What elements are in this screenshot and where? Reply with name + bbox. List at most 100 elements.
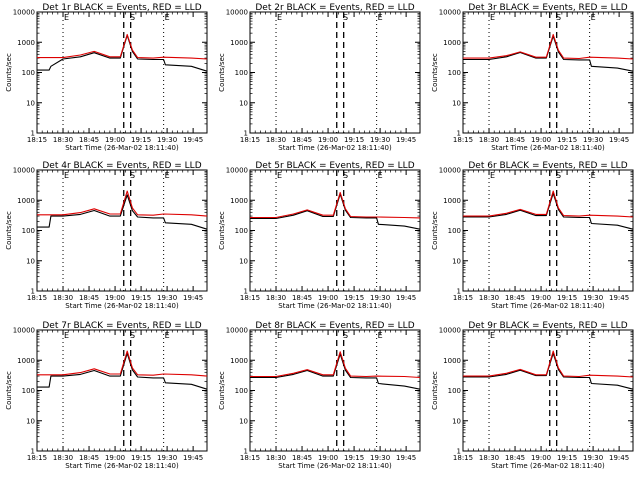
y-tick-label: 100 [235, 69, 248, 77]
y-tick-label: 10000 [439, 167, 461, 175]
lld-series-line [463, 190, 634, 218]
x-axis-label: Start Time (26-Mar-02 18:11:40) [65, 144, 179, 152]
x-tick-label: 18:30 [53, 136, 73, 144]
marker-label: E [591, 171, 596, 180]
y-tick-label: 100 [22, 387, 35, 395]
x-tick-label: 19:15 [344, 136, 364, 144]
y-tick-label: 10000 [439, 327, 461, 335]
y-tick-label: 100 [235, 387, 248, 395]
plot-frame [36, 11, 208, 134]
x-tick-label: 18:45 [79, 454, 99, 462]
x-tick-label: 19:15 [557, 454, 577, 462]
events-series-line [463, 35, 634, 72]
y-tick-label: 100 [235, 227, 248, 235]
x-tick-label: 19:45 [183, 454, 203, 462]
x-tick-label: 19:45 [183, 136, 203, 144]
marker-label: E [64, 171, 69, 180]
events-series-line [463, 192, 634, 230]
x-tick-label: 19:45 [609, 136, 629, 144]
marker-label: S [343, 171, 348, 180]
y-tick-label: 10000 [439, 9, 461, 17]
y-axis-label: Counts/sec [218, 211, 226, 250]
chart-panel-8: Det 8r BLACK = Events, RED = LLD 1 10 100 10… [218, 321, 421, 470]
x-tick-label: 19:00 [318, 294, 338, 302]
x-axis-label: Start Time (26-Mar-02 18:11:40) [491, 462, 605, 470]
plot-frame [36, 329, 208, 452]
marker-label: S [556, 331, 561, 340]
x-tick-label: 18:15 [453, 294, 473, 302]
x-tick-label: 19:00 [105, 136, 125, 144]
chart-panel-1: Det 1r BLACK = Events, RED = LLD 1 10 100 10… [5, 3, 208, 152]
marker-label: E [490, 331, 495, 340]
y-tick-label: 10 [452, 417, 461, 425]
x-tick-label: 19:30 [583, 294, 603, 302]
plot-frame [462, 169, 634, 292]
panel-title: Det 4r BLACK = Events, RED = LLD [42, 161, 201, 171]
y-tick-label: 10000 [226, 9, 248, 17]
x-tick-label: 19:15 [131, 294, 151, 302]
x-tick-label: 19:45 [396, 454, 416, 462]
x-axis-label: Start Time (26-Mar-02 18:11:40) [278, 144, 392, 152]
y-axis-label: Counts/sec [431, 211, 439, 250]
marker-label: E [591, 13, 596, 22]
x-tick-label: 19:00 [318, 136, 338, 144]
y-tick-label: 10000 [13, 9, 35, 17]
y-axis-label: Counts/sec [218, 53, 226, 92]
chart-panel-3: Det 3r BLACK = Events, RED = LLD 1 10 100 10… [431, 3, 634, 152]
plot-frame [36, 169, 208, 292]
y-tick-label: 100 [448, 227, 461, 235]
panel-title: Det 1r BLACK = Events, RED = LLD [42, 3, 201, 13]
marker-label: E [64, 13, 69, 22]
events-series-line [463, 352, 634, 390]
y-tick-label: 1 [457, 130, 461, 138]
marker-label: S [130, 171, 135, 180]
panel-title: Det 3r BLACK = Events, RED = LLD [468, 3, 627, 13]
x-tick-label: 19:45 [396, 136, 416, 144]
x-tick-label: 19:30 [583, 454, 603, 462]
y-tick-label: 1000 [230, 197, 248, 205]
y-tick-label: 1 [244, 448, 248, 456]
marker-label: E [378, 171, 383, 180]
marker-label: S [343, 331, 348, 340]
x-tick-label: 18:30 [479, 294, 499, 302]
marker-label: E [378, 331, 383, 340]
y-tick-label: 10 [452, 99, 461, 107]
x-tick-label: 18:15 [27, 454, 47, 462]
y-tick-label: 1000 [17, 197, 35, 205]
chart-panel-2: Det 2r BLACK = Events, RED = LLD 1 10 100 10… [218, 3, 421, 152]
marker-label: S [556, 171, 561, 180]
marker-label: S [130, 13, 135, 22]
plot-frame [249, 169, 421, 292]
y-tick-label: 100 [448, 69, 461, 77]
y-tick-label: 10 [239, 257, 248, 265]
y-tick-label: 1 [31, 288, 35, 296]
x-tick-label: 18:30 [53, 454, 73, 462]
y-tick-label: 10 [239, 417, 248, 425]
panel-title: Det 9r BLACK = Events, RED = LLD [468, 321, 627, 331]
plot-frame [249, 11, 421, 134]
y-tick-label: 10 [452, 257, 461, 265]
y-tick-label: 10000 [13, 327, 35, 335]
x-axis-label: Start Time (26-Mar-02 18:11:40) [65, 462, 179, 470]
y-tick-label: 1000 [230, 39, 248, 47]
y-tick-label: 10000 [226, 167, 248, 175]
y-tick-label: 1000 [443, 39, 461, 47]
chart-panel-5: Det 5r BLACK = Events, RED = LLD 1 10 100 10… [218, 161, 421, 310]
y-tick-label: 1 [457, 448, 461, 456]
marker-label: E [277, 171, 282, 180]
y-tick-label: 1000 [443, 357, 461, 365]
x-tick-label: 19:45 [609, 294, 629, 302]
lld-series-line [463, 350, 634, 378]
x-tick-label: 19:00 [531, 136, 551, 144]
lld-series-line [250, 191, 421, 219]
x-tick-label: 18:45 [505, 136, 525, 144]
lld-series-line [463, 33, 634, 60]
events-series-line [37, 352, 208, 390]
plot-frame [462, 11, 634, 134]
marker-label: E [277, 13, 282, 22]
marker-label: E [64, 331, 69, 340]
y-axis-label: Counts/sec [5, 53, 13, 92]
x-tick-label: 18:15 [240, 136, 260, 144]
x-tick-label: 18:15 [240, 294, 260, 302]
